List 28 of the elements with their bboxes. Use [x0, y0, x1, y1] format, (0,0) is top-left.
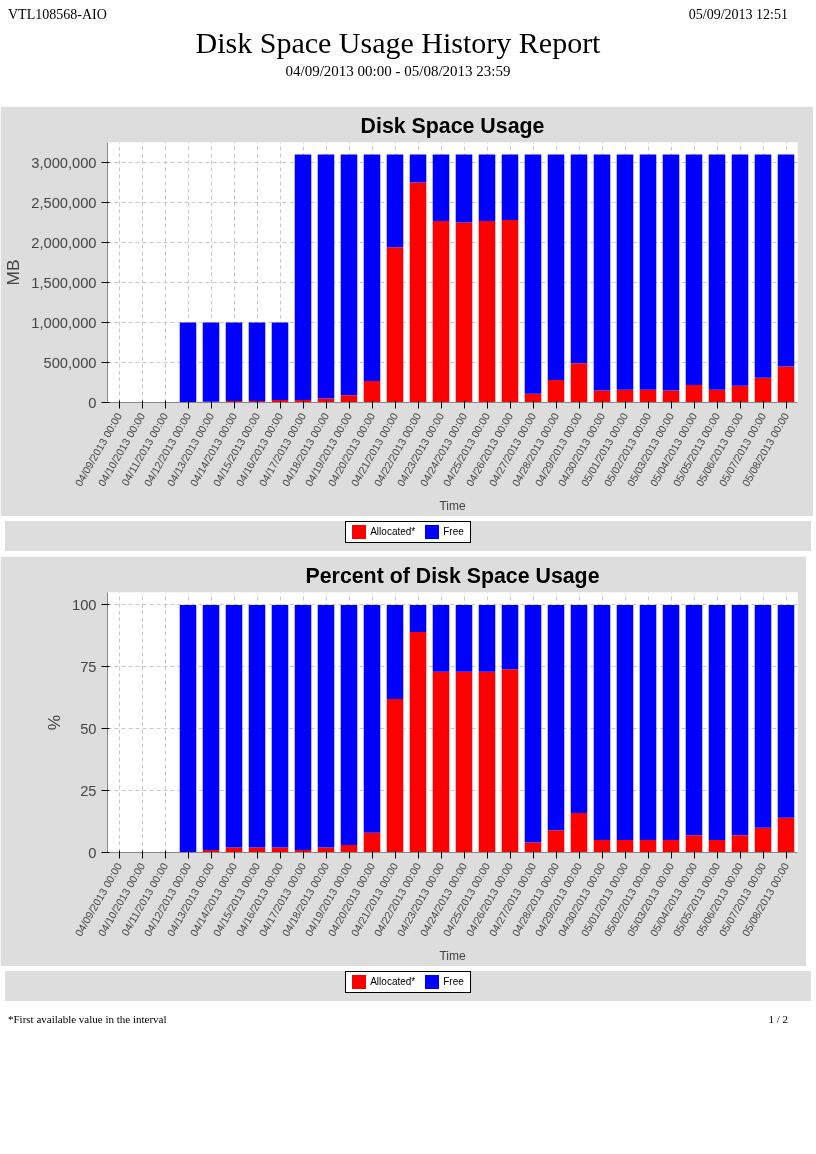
- legend-label: Free: [443, 525, 464, 539]
- x-axis-title: Time: [439, 949, 466, 964]
- y-tick-label: 75: [80, 658, 97, 675]
- legend-label: Allocated*: [370, 525, 416, 539]
- y-tick-label: 500,000: [43, 354, 97, 371]
- legend-label: Allocated*: [370, 975, 416, 989]
- text: *First available value in the interval: [8, 1012, 167, 1027]
- text: 1 / 2: [768, 1012, 788, 1027]
- chart-title: Percent of Disk Space Usage: [305, 563, 600, 588]
- y-axis-title: %: [44, 714, 65, 731]
- y-axis-title: MB: [3, 259, 24, 286]
- y-tick-label: 1,500,000: [31, 274, 97, 291]
- chart-title: Disk Space Usage: [360, 113, 545, 138]
- y-tick-label: 2,500,000: [31, 194, 97, 211]
- x-axis-title: Time: [439, 499, 466, 514]
- legend-label: Free: [443, 975, 464, 989]
- y-tick-label: 3,000,000: [31, 154, 97, 171]
- text: 04/09/2013 00:00 - 05/08/2013 23:59: [284, 62, 512, 81]
- y-tick-label: 0: [88, 394, 97, 411]
- text: VTL108568-AIO: [8, 6, 107, 24]
- y-tick-label: 100: [72, 596, 97, 613]
- y-tick-label: 50: [80, 720, 97, 737]
- y-tick-label: 25: [80, 782, 97, 799]
- y-tick-label: 0: [88, 844, 97, 861]
- y-tick-label: 1,000,000: [31, 314, 97, 331]
- text: 05/09/2013 12:51: [688, 6, 788, 24]
- y-tick-label: 2,000,000: [31, 234, 97, 251]
- text: Disk Space Usage History Report: [194, 25, 602, 61]
